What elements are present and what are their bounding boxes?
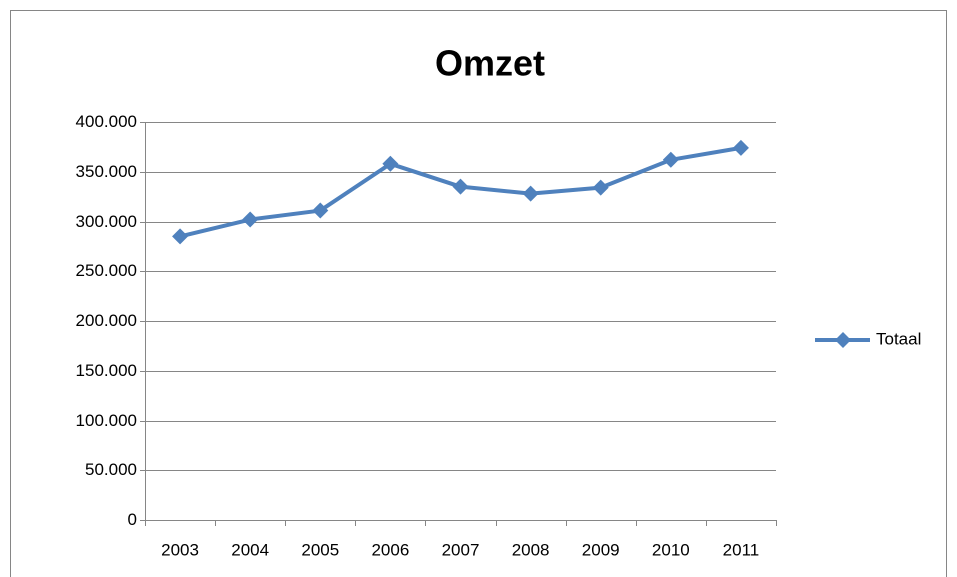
point-marker: [312, 202, 329, 219]
y-tick-label: 250.000: [76, 261, 137, 280]
x-tick-label: 2003: [161, 540, 199, 559]
x-tick-label: 2009: [582, 540, 620, 559]
y-tick-label: 350.000: [76, 162, 137, 181]
point-marker: [592, 179, 609, 196]
y-tick-label: 200.000: [76, 311, 137, 330]
y-tick-label: 150.000: [76, 361, 137, 380]
y-tick-label: 400.000: [76, 112, 137, 131]
point-marker: [732, 139, 749, 156]
x-tick-label: 2007: [442, 540, 480, 559]
chart-title: Omzet: [435, 43, 545, 84]
x-tick-label: 2010: [652, 540, 690, 559]
point-marker: [452, 178, 469, 195]
y-tick-label: 300.000: [76, 212, 137, 231]
legend-label: Totaal: [876, 329, 921, 348]
y-tick-label: 100.000: [76, 411, 137, 430]
point-marker: [242, 211, 259, 228]
legend-marker: [835, 332, 851, 348]
y-tick-label: 0: [128, 510, 137, 529]
x-tick-label: 2006: [371, 540, 409, 559]
point-marker: [172, 228, 189, 245]
x-tick-label: 2008: [512, 540, 550, 559]
x-tick-label: 2004: [231, 540, 269, 559]
point-marker: [662, 151, 679, 168]
chart-border: [10, 10, 947, 577]
x-tick-label: 2005: [301, 540, 339, 559]
y-tick-label: 50.000: [85, 460, 137, 479]
point-marker: [382, 155, 399, 172]
x-tick-label: 2011: [723, 540, 760, 559]
point-marker: [522, 185, 539, 202]
